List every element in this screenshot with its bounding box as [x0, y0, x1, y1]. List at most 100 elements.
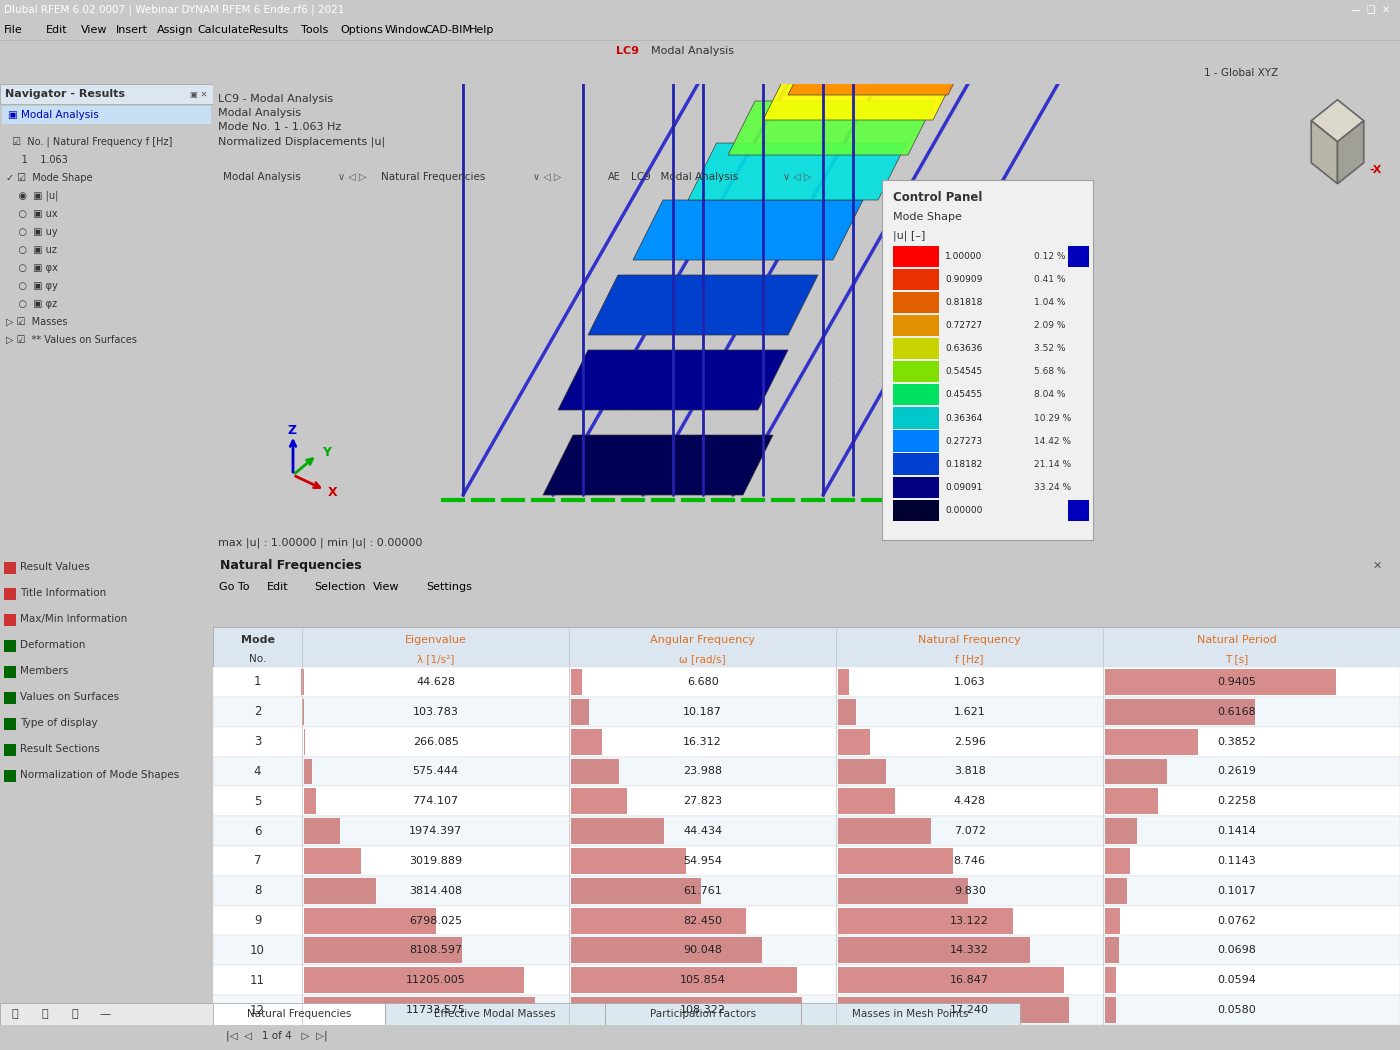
Bar: [4, 562, 15, 574]
Text: 12: 12: [251, 1004, 265, 1016]
Text: 1.00000: 1.00000: [945, 252, 983, 260]
Text: ○  ▣ φz: ○ ▣ φz: [6, 299, 57, 309]
Text: 0.36364: 0.36364: [945, 414, 983, 422]
Bar: [893, 315, 939, 336]
Text: 103.783: 103.783: [413, 707, 459, 717]
Text: Participation Factors: Participation Factors: [650, 1009, 756, 1018]
Bar: [1105, 818, 1137, 844]
Bar: [304, 967, 525, 993]
Text: ☑  No. | Natural Frequency f [Hz]: ☑ No. | Natural Frequency f [Hz]: [6, 136, 172, 147]
Text: Selection: Selection: [314, 582, 365, 592]
Text: 82.450: 82.450: [683, 916, 722, 926]
Text: 5.68 %: 5.68 %: [1035, 368, 1065, 376]
Text: 0.41 %: 0.41 %: [1035, 275, 1065, 284]
Bar: [213, 846, 1400, 876]
Bar: [1105, 729, 1197, 755]
Text: 0.54545: 0.54545: [945, 368, 983, 376]
Text: ω [rad/s]: ω [rad/s]: [679, 654, 727, 664]
Text: Natural Frequencies: Natural Frequencies: [220, 560, 361, 572]
Text: 0.45455: 0.45455: [945, 391, 983, 399]
Text: |u| [–]: |u| [–]: [893, 230, 925, 240]
Bar: [839, 699, 857, 724]
Bar: [4, 692, 15, 704]
Text: LC9: LC9: [616, 46, 638, 56]
Text: 0.27273: 0.27273: [945, 437, 983, 445]
Text: 🎥: 🎥: [71, 1009, 78, 1018]
Bar: [893, 338, 939, 359]
Bar: [592, 0, 606, 447]
Bar: [304, 848, 361, 874]
Text: 14.42 %: 14.42 %: [1035, 437, 1071, 445]
Text: 0.72727: 0.72727: [945, 321, 983, 330]
Bar: [304, 938, 462, 963]
Bar: [213, 727, 1400, 756]
Bar: [571, 789, 627, 814]
Text: 0.6168: 0.6168: [1218, 707, 1256, 717]
Text: 8108.597: 8108.597: [409, 945, 462, 956]
Text: 0.81818: 0.81818: [945, 298, 983, 307]
Bar: [893, 477, 939, 498]
Bar: [893, 500, 939, 521]
Text: T [s]: T [s]: [1225, 654, 1249, 664]
Text: Modal Analysis: Modal Analysis: [644, 46, 734, 56]
Bar: [839, 967, 1064, 993]
Text: LC9   Modal Analysis: LC9 Modal Analysis: [631, 172, 738, 182]
Bar: [571, 967, 797, 993]
Bar: [839, 789, 895, 814]
Text: f [Hz]: f [Hz]: [955, 654, 984, 664]
Bar: [304, 758, 312, 784]
Text: 23.988: 23.988: [683, 766, 722, 776]
Text: 774.107: 774.107: [413, 796, 459, 806]
Text: 0.2619: 0.2619: [1218, 766, 1256, 776]
Bar: [623, 0, 778, 507]
Bar: [213, 906, 1400, 936]
Bar: [4, 588, 15, 600]
Bar: [213, 936, 1400, 965]
Text: 0.1414: 0.1414: [1218, 826, 1256, 836]
Bar: [213, 786, 1400, 816]
Text: 3: 3: [253, 735, 262, 748]
Bar: [578, 0, 592, 447]
Bar: [372, 0, 528, 507]
Text: 108.322: 108.322: [679, 1005, 725, 1015]
Text: X: X: [328, 486, 337, 500]
Bar: [304, 998, 535, 1023]
Bar: [571, 998, 802, 1023]
Bar: [213, 995, 1400, 1025]
Text: 8.746: 8.746: [953, 856, 986, 866]
Bar: [893, 407, 939, 428]
Text: Result Sections: Result Sections: [20, 744, 99, 754]
Text: 10.29 %: 10.29 %: [1035, 414, 1071, 422]
Text: 1 - Global XYZ: 1 - Global XYZ: [1204, 68, 1278, 78]
Text: 11205.005: 11205.005: [406, 975, 465, 985]
Text: 7.072: 7.072: [953, 826, 986, 836]
Text: Natural Frequencies: Natural Frequencies: [381, 172, 486, 182]
Text: 6.680: 6.680: [687, 677, 718, 687]
Text: 90.048: 90.048: [683, 945, 722, 956]
Text: Edit: Edit: [46, 25, 67, 35]
Text: 9.830: 9.830: [953, 886, 986, 896]
Bar: [1105, 848, 1130, 874]
Bar: [213, 667, 1400, 697]
Bar: [571, 758, 619, 784]
Polygon shape: [633, 200, 862, 260]
Bar: [893, 454, 939, 475]
Text: Window: Window: [385, 25, 428, 35]
Bar: [304, 789, 315, 814]
Text: 6798.025: 6798.025: [409, 916, 462, 926]
Text: 0.18182: 0.18182: [945, 460, 983, 468]
Text: Mode: Mode: [241, 635, 274, 645]
Text: Assign: Assign: [157, 25, 193, 35]
Bar: [571, 729, 602, 755]
Bar: [4, 640, 15, 652]
Bar: [0, 1003, 213, 1025]
Text: 44.434: 44.434: [683, 826, 722, 836]
Text: No.: No.: [249, 654, 266, 664]
Bar: [4, 718, 15, 730]
Bar: [213, 965, 1400, 995]
Text: 4: 4: [253, 764, 262, 778]
Text: |◁  ◁   1 of 4   ▷  ▷|: |◁ ◁ 1 of 4 ▷ ▷|: [225, 1031, 328, 1042]
Bar: [304, 818, 340, 844]
Polygon shape: [728, 101, 935, 155]
Text: Modal Analysis: Modal Analysis: [218, 108, 301, 118]
